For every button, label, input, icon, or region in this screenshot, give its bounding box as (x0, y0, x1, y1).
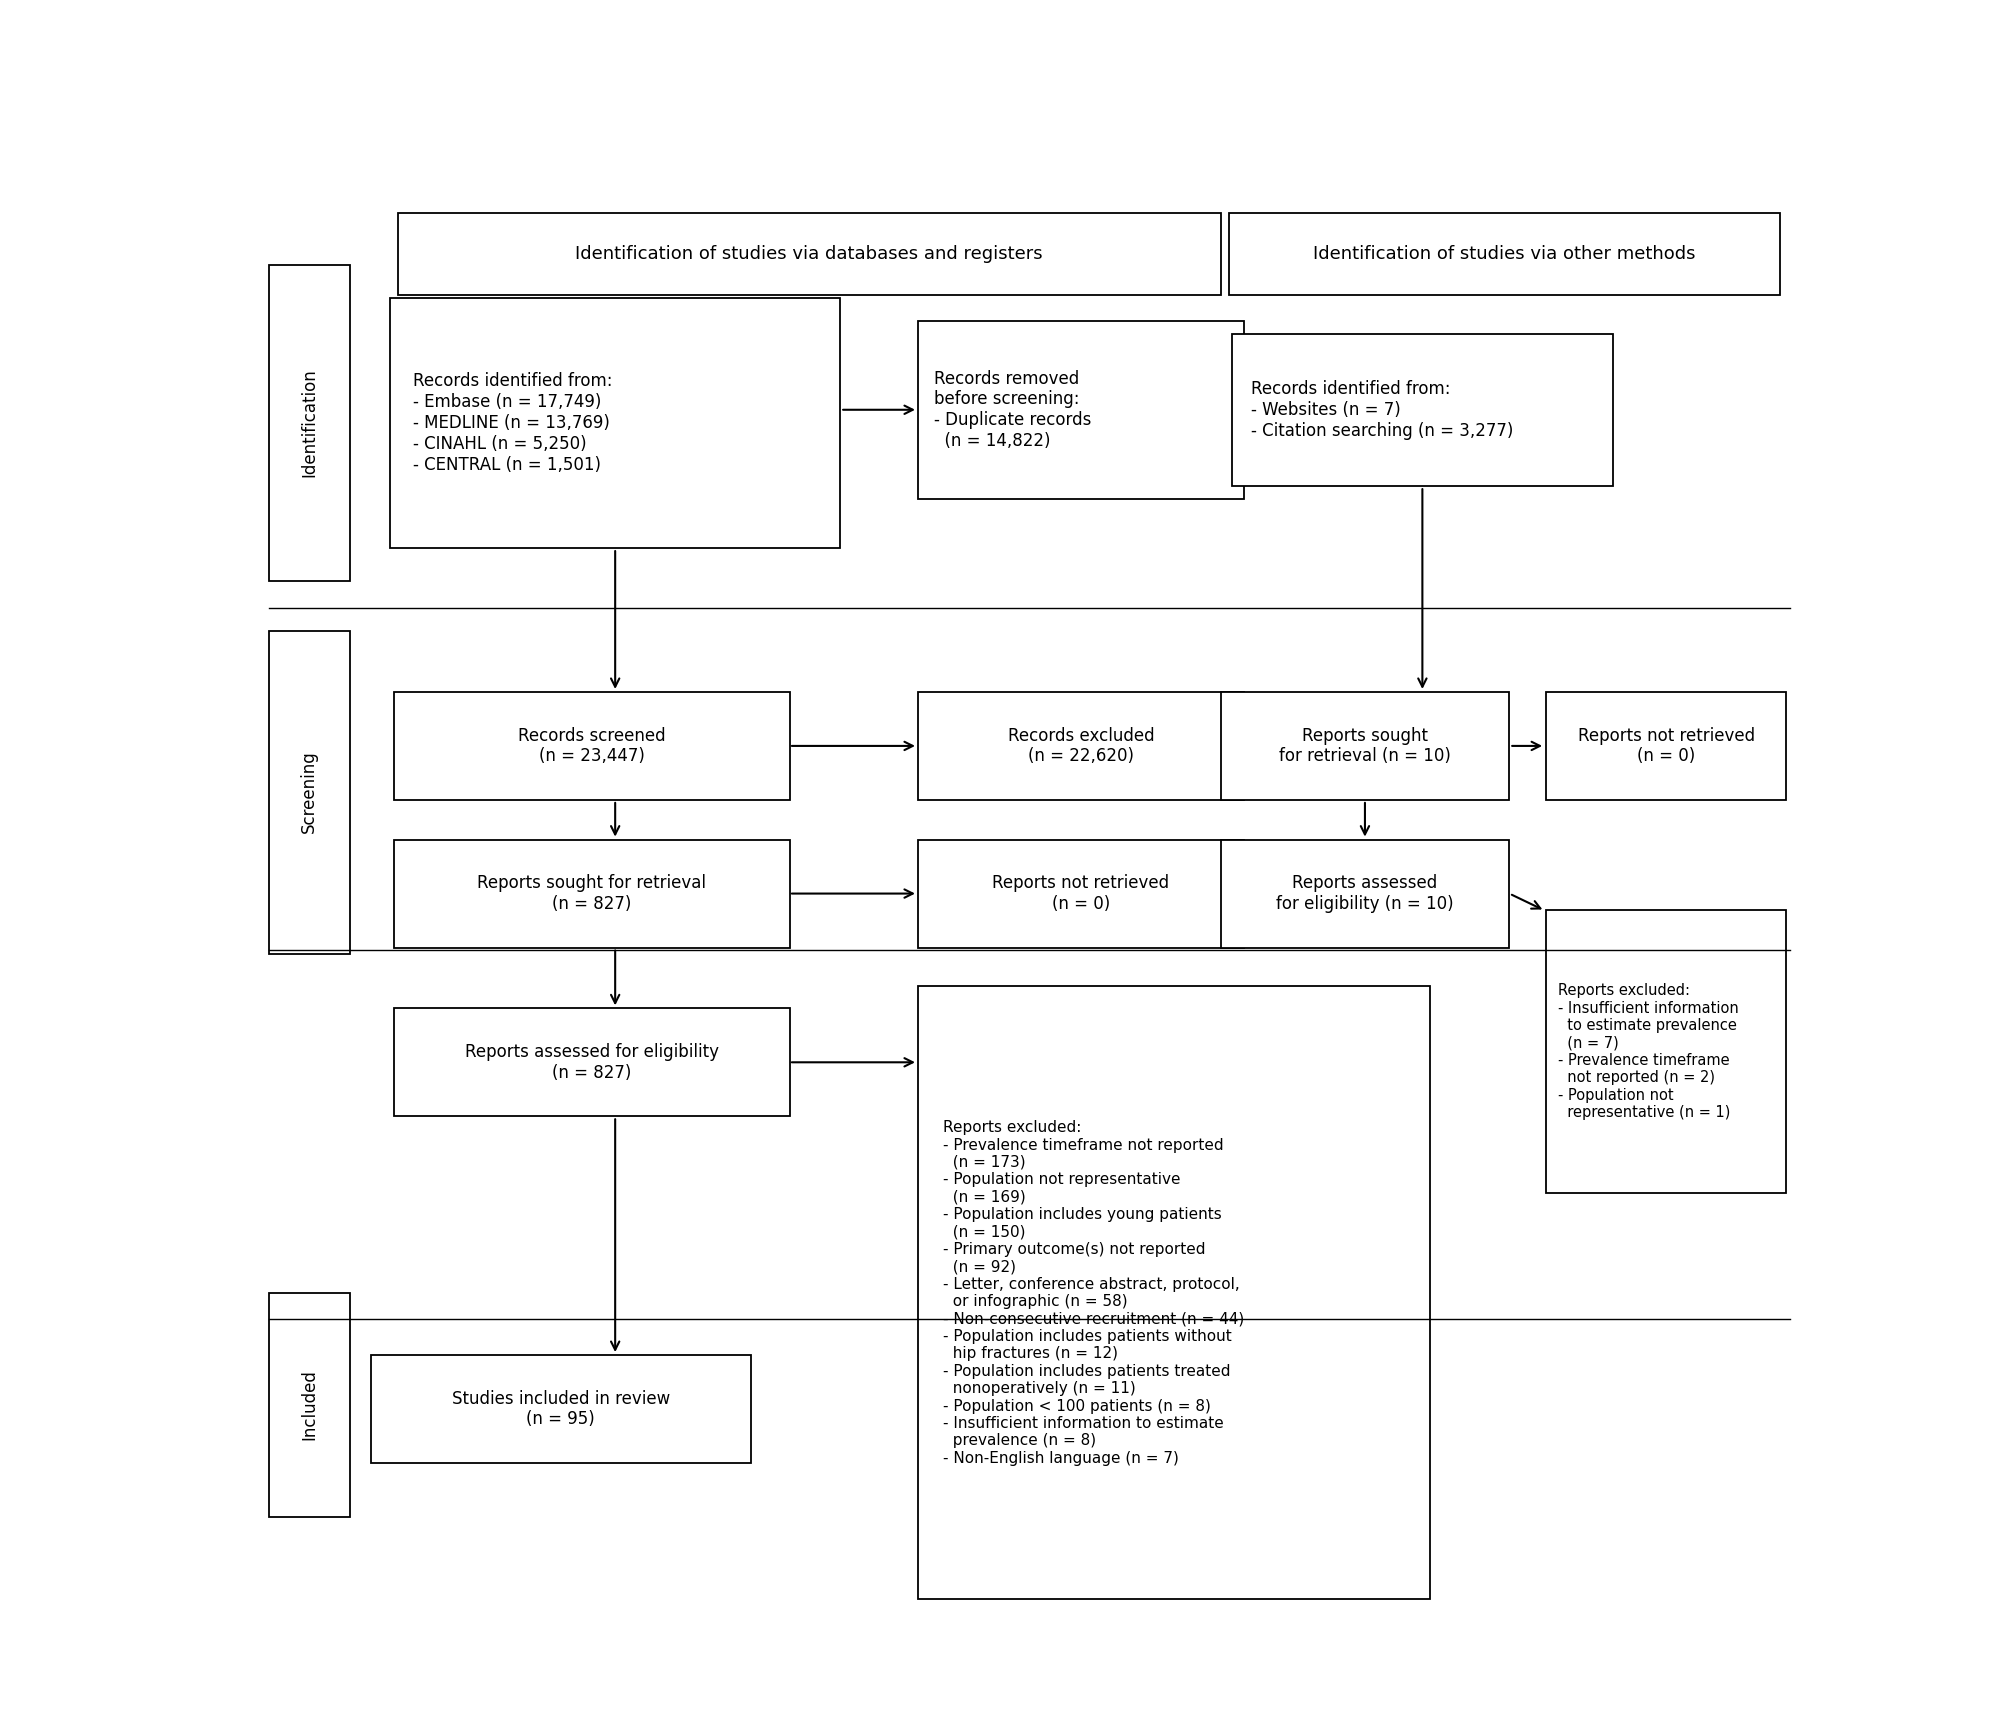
Bar (1222, 692, 1508, 800)
Bar (1232, 334, 1612, 486)
Text: Reports sought
for retrieval (n = 10): Reports sought for retrieval (n = 10) (1280, 726, 1450, 765)
Text: Studies included in review
(n = 95): Studies included in review (n = 95) (453, 1390, 669, 1428)
Text: Records excluded
(n = 22,620): Records excluded (n = 22,620) (1008, 726, 1154, 765)
Bar (1222, 839, 1508, 948)
Text: Identification of studies via databases and registers: Identification of studies via databases … (575, 245, 1044, 264)
Bar (395, 692, 789, 800)
Text: Records removed
before screening:
- Duplicate records
  (n = 14,822): Records removed before screening: - Dupl… (933, 370, 1092, 450)
Bar (371, 1354, 751, 1464)
Bar (395, 839, 789, 948)
Text: Records screened
(n = 23,447): Records screened (n = 23,447) (519, 726, 665, 765)
Bar (917, 320, 1244, 498)
Text: Included: Included (300, 1370, 318, 1440)
Text: Records identified from:
- Websites (n = 7)
- Citation searching (n = 3,277): Records identified from: - Websites (n =… (1252, 380, 1514, 440)
Text: Reports excluded:
- Prevalence timeframe not reported
  (n = 173)
- Population n: Reports excluded: - Prevalence timeframe… (943, 1120, 1244, 1465)
Text: Screening: Screening (300, 750, 318, 834)
Text: Reports assessed
for eligibility (n = 10): Reports assessed for eligibility (n = 10… (1276, 875, 1454, 912)
Text: Records identified from:
- Embase (n = 17,749)
- MEDLINE (n = 13,769)
- CINAHL (: Records identified from: - Embase (n = 1… (413, 372, 613, 474)
Bar (917, 986, 1430, 1599)
Text: Identification: Identification (300, 368, 318, 478)
Bar (391, 298, 841, 548)
Text: Reports assessed for eligibility
(n = 827): Reports assessed for eligibility (n = 82… (465, 1043, 719, 1082)
Bar (917, 839, 1244, 948)
Text: Reports not retrieved
(n = 0): Reports not retrieved (n = 0) (1578, 726, 1755, 765)
Bar (268, 630, 351, 954)
Bar (268, 265, 351, 580)
Bar (268, 1293, 351, 1517)
Bar (1546, 692, 1787, 800)
Bar (395, 1008, 789, 1116)
Bar (1546, 911, 1787, 1193)
Text: Reports excluded:
- Insufficient information
  to estimate prevalence
  (n = 7)
: Reports excluded: - Insufficient informa… (1558, 983, 1739, 1120)
Bar (917, 692, 1244, 800)
Text: Identification of studies via other methods: Identification of studies via other meth… (1314, 245, 1697, 264)
Bar (1230, 214, 1781, 294)
Text: Reports sought for retrieval
(n = 827): Reports sought for retrieval (n = 827) (477, 875, 707, 912)
Text: Reports not retrieved
(n = 0): Reports not retrieved (n = 0) (991, 875, 1170, 912)
Bar (399, 214, 1220, 294)
